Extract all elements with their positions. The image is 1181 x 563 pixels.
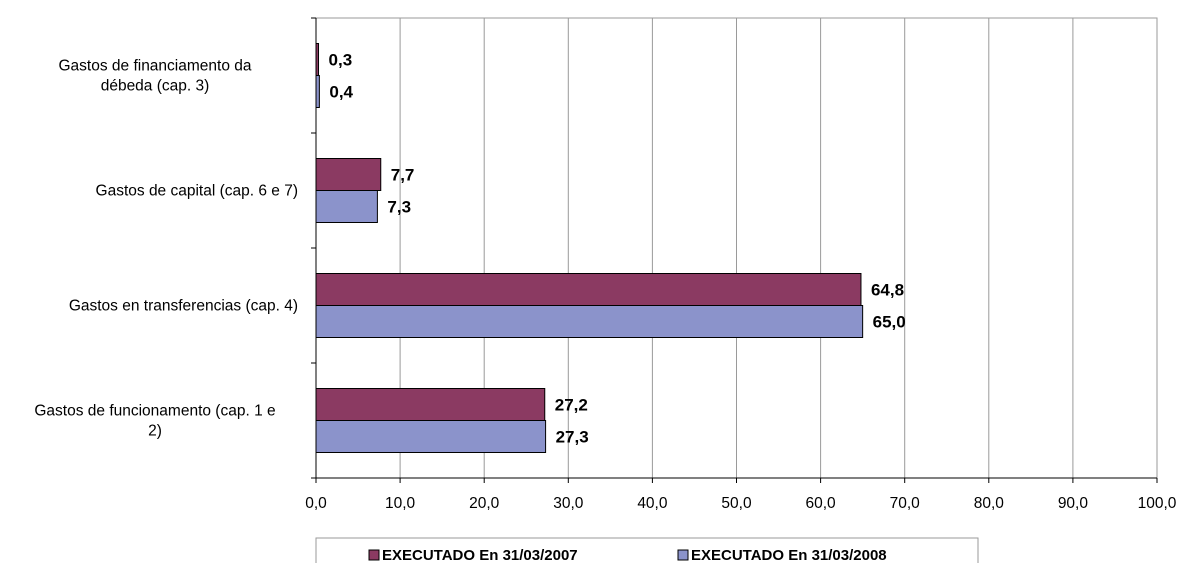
category-label: Gastos de funcionamento (cap. 1 e 2) <box>34 403 275 440</box>
x-tick-label: 100,0 <box>1138 495 1177 512</box>
bar <box>315 305 864 338</box>
category-label: Gastos de financiamento da débeda (cap. 3… <box>58 58 251 95</box>
bar <box>315 273 862 306</box>
x-tick-label: 60,0 <box>806 495 837 512</box>
data-label: 27,3 <box>556 428 589 447</box>
x-tick-label: 0,0 <box>305 495 327 512</box>
category-label: Gastos de capital (cap. 6 e 7) <box>96 183 298 200</box>
data-label: 27,2 <box>555 396 588 415</box>
data-label: 7,7 <box>391 166 415 185</box>
bar <box>315 190 378 223</box>
category-label-line: 2) <box>148 423 162 440</box>
data-label: 65,0 <box>873 313 906 332</box>
legend-label: EXECUTADO En 31/03/2008 <box>691 547 887 563</box>
data-label: 64,8 <box>871 281 904 300</box>
x-tick-label: 20,0 <box>469 495 500 512</box>
bars <box>315 43 864 453</box>
x-tick-label: 50,0 <box>721 495 752 512</box>
legend: EXECUTADO En 31/03/2007 EXECUTADO En 31/0… <box>315 537 979 563</box>
data-label: 7,3 <box>387 198 411 217</box>
x-tick-label: 90,0 <box>1058 495 1089 512</box>
category-label-line: Gastos de funcionamento (cap. 1 e <box>34 403 275 420</box>
x-tick-label: 80,0 <box>974 495 1005 512</box>
category-label-line: Gastos de capital (cap. 6 e 7) <box>96 183 298 200</box>
axes <box>311 17 1158 483</box>
category-label-line: Gastos de financiamento da <box>58 58 251 75</box>
bar <box>315 420 547 453</box>
x-tick-label: 70,0 <box>890 495 921 512</box>
data-label: 0,4 <box>329 83 353 102</box>
category-label-line: débeda (cap. 3) <box>101 78 210 95</box>
bar <box>315 75 320 108</box>
x-tick-label: 10,0 <box>385 495 416 512</box>
x-tick-label: 40,0 <box>637 495 668 512</box>
legend-box <box>315 537 979 563</box>
data-label: 0,3 <box>329 51 353 70</box>
category-label-line: Gastos en transferencias (cap. 4) <box>69 298 298 315</box>
bar <box>315 388 546 421</box>
x-tick-label: 30,0 <box>553 495 584 512</box>
legend-label: EXECUTADO En 31/03/2007 <box>382 547 578 563</box>
legend-swatch <box>368 549 380 561</box>
bar <box>315 158 382 191</box>
labels: 0,0 10,0 20,0 30,0 40,0 50,0 60,0 70,0 80,0 90,0 1… <box>34 51 1176 513</box>
legend-swatch <box>677 549 689 561</box>
category-label: Gastos en transferencias (cap. 4) <box>69 298 298 315</box>
